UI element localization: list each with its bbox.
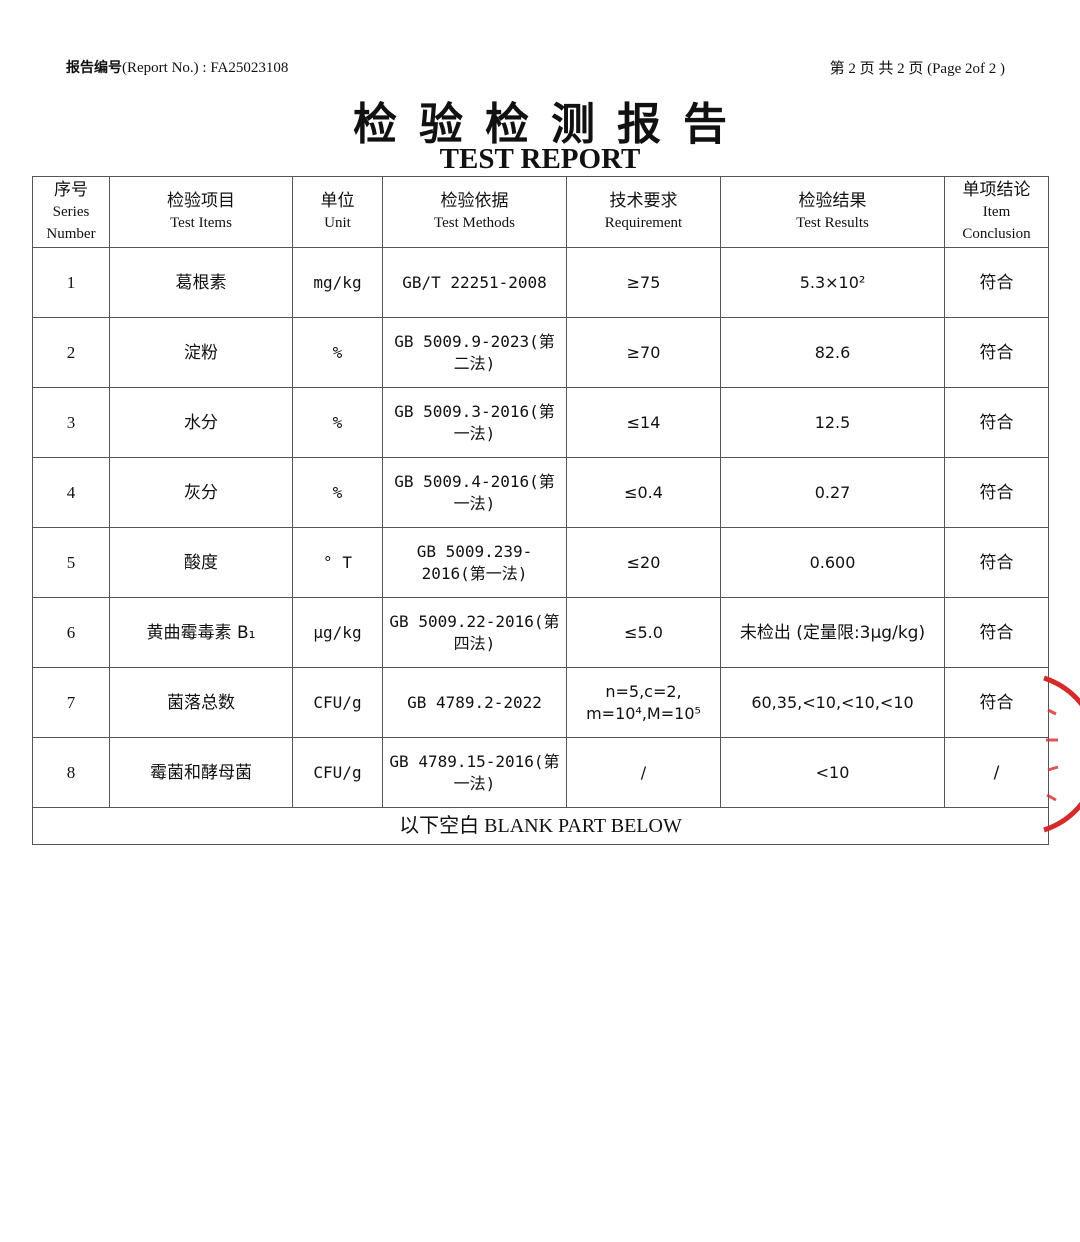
cell-conclusion: 符合 [944, 317, 1049, 388]
table-row: 3 水分% GB 5009.3-2016(第一法) ≤14 12.5 符合 [32, 387, 1049, 458]
column-header: 检验依据 Test Methods [382, 176, 567, 248]
column-header-en: Test Results [796, 215, 869, 231]
cell-unit: CFU/g [292, 667, 383, 738]
cell-method: GB 4789.2-2022 [382, 667, 567, 738]
report-number-label: 报告编号 [66, 60, 122, 76]
table-row: 8 霉菌和酵母菌 CFU/g GB 4789.15-2016(第一法) / <10/ [32, 737, 1049, 808]
cell-method: GB 5009.4-2016(第一法) [382, 457, 567, 528]
cell-unit: % [292, 317, 383, 388]
cell-no: 8 [32, 737, 110, 808]
cell-conclusion: 符合 [944, 527, 1049, 598]
column-header: 技术要求 Requirement [566, 176, 721, 248]
cell-method: GB 5009.3-2016(第一法) [382, 387, 567, 458]
column-header-en: Test Methods [433, 215, 516, 231]
cell-unit: % [292, 387, 383, 458]
cell-req: ≤0.4 [566, 457, 721, 528]
cell-unit: ° T [292, 527, 383, 598]
table-row: 7 菌落总数 CFU/g GB 4789.2-2022 n=5,c=2, m=10⁴,M… [32, 667, 1049, 738]
report-number: 报告编号(Report No.) : FA25023108 [66, 57, 288, 77]
column-header: 单位 Unit [292, 176, 383, 248]
cell-method: GB 4789.15-2016(第一法) [382, 737, 567, 808]
table-row: 2 淀粉% GB 5009.9-2023(第二法) ≥70 82.6 符合 [32, 317, 1049, 388]
cell-unit: % [292, 457, 383, 528]
cell-result: 60,35,<10,<10,<10 [720, 667, 945, 738]
cell-result: 未检出 (定量限:3μg/kg) [720, 597, 945, 668]
title-chinese: 检验检测报告 [353, 99, 749, 150]
cell-req: n=5,c=2, m=10⁴,M=10⁵ [566, 667, 721, 738]
cell-no: 5 [32, 527, 110, 598]
cell-conclusion: 符合 [944, 387, 1049, 458]
cell-method: GB 5009.239-2016(第一法) [382, 527, 567, 598]
blank-row: 以下空白 BLANK PART BELOW [32, 807, 1049, 845]
report-number-value: (Report No.) : FA25023108 [122, 60, 289, 76]
cell-item: 淀粉 [109, 317, 293, 388]
cell-req: ≤5.0 [566, 597, 721, 668]
test-results-table: 序号 Series Number 检验项目 Test Items 单位 Unit 检验依据 T… [32, 176, 1049, 845]
cell-item: 黄曲霉毒素 B₁ [109, 597, 293, 668]
company-seal-stamp [1043, 675, 1080, 833]
cell-req: ≤20 [566, 527, 721, 598]
column-header-cn: 技术要求 [609, 191, 678, 211]
cell-no: 6 [32, 597, 110, 668]
cell-method: GB/T 22251-2008 [382, 247, 567, 318]
cell-unit: CFU/g [292, 737, 383, 808]
column-header-cn: 单项结论 [962, 180, 1031, 200]
cell-result: <10 [720, 737, 945, 808]
table-row: 5 酸度 ° T GB 5009.239-2016(第一法) ≤20 0.600 符合 [32, 527, 1049, 598]
column-header: 检验结果 Test Results [720, 176, 945, 248]
cell-req: ≥75 [566, 247, 721, 318]
column-header-cn: 检验结果 [798, 191, 867, 211]
blank-part-below: 以下空白 BLANK PART BELOW [32, 807, 1049, 845]
cell-no: 4 [32, 457, 110, 528]
column-header-cn: 检验依据 [440, 191, 509, 211]
column-header-cn: 检验项目 [167, 191, 235, 211]
cell-result: 82.6 [720, 317, 945, 388]
column-header-en: Unit [324, 215, 351, 231]
cell-req: ≥70 [566, 317, 721, 388]
cell-conclusion: 符合 [944, 247, 1049, 318]
cell-no: 1 [32, 247, 110, 318]
cell-conclusion: 符合 [944, 597, 1049, 668]
cell-conclusion: 符合 [944, 457, 1049, 528]
column-header-en: Series Number [46, 204, 96, 242]
cell-item: 酸度 [109, 527, 293, 598]
cell-result: 0.27 [720, 457, 945, 528]
column-header-en: Test Items [170, 215, 232, 231]
cell-no: 7 [32, 667, 110, 738]
table-row: 4 灰分% GB 5009.4-2016(第一法) ≤0.4 0.27 符合 [32, 457, 1049, 528]
cell-unit: μg/kg [292, 597, 383, 668]
cell-conclusion: 符合 [944, 667, 1049, 738]
cell-result: 12.5 [720, 387, 945, 458]
cell-item: 葛根素 [109, 247, 293, 318]
cell-no: 2 [32, 317, 110, 388]
cell-no: 3 [32, 387, 110, 458]
column-header: 检验项目 Test Items [109, 176, 293, 248]
column-header: 序号 Series Number [32, 176, 110, 248]
cell-item: 水分 [109, 387, 293, 458]
column-header-cn: 单位 [320, 191, 355, 211]
title-english: TEST REPORT [439, 143, 641, 175]
cell-result: 0.600 [720, 527, 945, 598]
cell-conclusion: / [944, 737, 1049, 808]
cell-result: 5.3×10² [720, 247, 945, 318]
cell-item: 灰分 [109, 457, 293, 528]
column-header-en: Requirement [604, 215, 683, 231]
table-row: 1 葛根素 mg/kg GB/T 22251-2008 ≥75 5.3×10² 符合 [32, 247, 1049, 318]
column-header: 单项结论 Item Conclusion [944, 176, 1049, 248]
table-row: 6 黄曲霉毒素 B₁ μg/kg GB 5009.22-2016(第四法) ≤5.0 未检… [32, 597, 1049, 668]
cell-item: 菌落总数 [109, 667, 293, 738]
column-header-en: Item Conclusion [962, 204, 1031, 242]
cell-unit: mg/kg [292, 247, 383, 318]
page-info: 第 2 页 共 2 页 (Page 2of 2 ) [829, 61, 1005, 77]
cell-req: ≤14 [566, 387, 721, 458]
cell-method: GB 5009.9-2023(第二法) [382, 317, 567, 388]
cell-req: / [566, 737, 721, 808]
cell-item: 霉菌和酵母菌 [109, 737, 293, 808]
cell-method: GB 5009.22-2016(第四法) [382, 597, 567, 668]
column-header-cn: 序号 [54, 180, 88, 200]
